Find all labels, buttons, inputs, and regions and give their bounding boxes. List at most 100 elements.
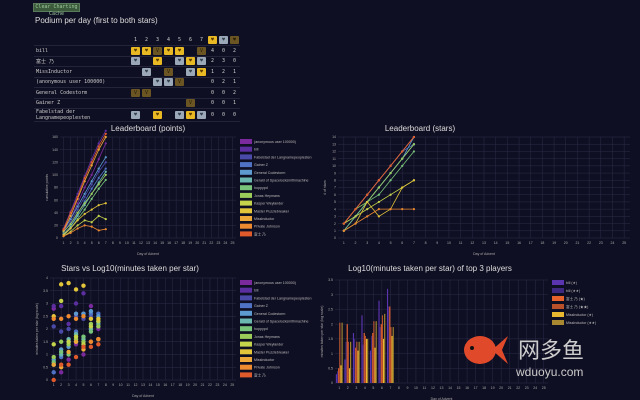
data-point: [97, 148, 100, 151]
y-tick-label: 8: [334, 178, 336, 182]
medal-total: 0: [207, 77, 218, 88]
bar: [371, 335, 373, 383]
silver-medal-icon: ♥: [197, 111, 206, 119]
data-point: [342, 222, 345, 225]
legend-label: 富士 乃 (★): [566, 296, 585, 301]
data-point: [76, 205, 79, 208]
y-tick-label: 40: [54, 211, 58, 215]
data-point: [69, 227, 72, 230]
data-point: [389, 208, 392, 211]
podium-row: General Codestorm V V 0 0 2: [34, 87, 240, 99]
podium-row: Fabelstad der Langnamepeoplesten ♥ ♥ ♥ ♥ ♥ 0 0 0: [34, 108, 240, 122]
day-cell: [196, 98, 207, 109]
legend-label: Fabelstad der Langnamepeoplesten: [254, 155, 312, 159]
x-tick-label: 21: [201, 383, 205, 387]
silver-total-header: ♥: [218, 35, 229, 46]
x-tick-label: 19: [186, 383, 190, 387]
bar: [389, 306, 391, 383]
data-point: [90, 197, 93, 200]
medal-total: 4: [207, 45, 218, 57]
watermark-brand: 网多鱼: [518, 338, 584, 363]
data-point: [76, 224, 79, 227]
player-name: 富士 乃: [34, 56, 130, 67]
data-point: [104, 217, 107, 221]
legend-swatch: [240, 287, 252, 293]
data-point: [97, 187, 100, 190]
legend-swatch: [552, 288, 564, 293]
y-tick-label: 0.5: [328, 366, 333, 370]
y-tick-label: 1: [331, 352, 333, 356]
data-point: [354, 208, 357, 211]
x-tick-label: 24: [223, 241, 227, 245]
x-tick-label: 3: [366, 241, 368, 245]
x-tick-label: 20: [564, 241, 568, 245]
day-cell: [152, 87, 163, 99]
clear-charting-cache-button[interactable]: Clear Charting Cache: [33, 3, 80, 17]
data-point: [104, 167, 107, 170]
x-tick-label: 7: [413, 241, 415, 245]
medal-total: 1: [229, 77, 240, 88]
data-point: [90, 180, 93, 183]
y-axis-label: minutes taken per star (log scale): [35, 303, 39, 355]
y-tick-label: 4: [46, 276, 48, 280]
y-tick-label: 12: [332, 150, 336, 154]
day-cell: ♥: [130, 45, 141, 57]
medal-total: 2: [218, 77, 229, 88]
medal-total: 2: [229, 87, 240, 99]
y-tick-label: 7: [334, 186, 336, 190]
bronze-medal-icon: V: [175, 78, 184, 87]
day-cell: ♥: [130, 108, 141, 122]
x-tick-label: 11: [132, 241, 136, 245]
medal-total: 2: [218, 66, 229, 78]
data-point: [76, 211, 79, 214]
x-tick-label: 19: [491, 386, 495, 390]
y-tick-label: 6: [334, 193, 336, 197]
bar: [375, 321, 377, 383]
data-point: [104, 135, 107, 139]
legend-label: Gainer Z: [254, 163, 269, 167]
scatter-point: [51, 370, 56, 375]
day-cell: ♥: [152, 56, 163, 67]
x-tick-label: 12: [470, 241, 474, 245]
chart-title: Leaderboard (points): [111, 124, 186, 133]
data-point: [104, 156, 107, 159]
day-cell: ♥: [185, 108, 196, 122]
legend-label: bill: [254, 148, 259, 152]
legend-label: Gerald of Spacelocksmithmachine: [254, 179, 309, 183]
x-tick-label: 4: [84, 241, 86, 245]
podium-row: (anonymous user 100000) ♥ ♥ V 0 2 1: [34, 77, 240, 88]
x-tick-label: 16: [517, 241, 521, 245]
day-cell: [152, 98, 163, 109]
data-point: [97, 214, 100, 218]
y-tick-label: 10: [332, 164, 336, 168]
scatter-point: [58, 349, 64, 355]
day-cell: [174, 98, 185, 109]
medal-total: 0: [207, 108, 218, 122]
day-cell: V: [141, 87, 152, 99]
silver-medal-icon: ♥: [142, 67, 151, 76]
y-tick-label: 0.5: [43, 365, 48, 369]
scatter-point: [81, 352, 86, 357]
scatter-point: [66, 314, 71, 319]
legend-swatch: [240, 280, 252, 285]
y-tick-label: 0: [56, 236, 58, 240]
silver-medal-icon: ♥: [175, 57, 184, 66]
x-tick-label: 2: [60, 383, 62, 387]
day-cell: [174, 87, 185, 99]
scatter-point: [51, 354, 56, 360]
x-tick-label: 9: [436, 241, 438, 245]
data-point: [83, 202, 86, 205]
bar: [390, 327, 392, 383]
silver-medal-icon: ♥: [131, 57, 140, 66]
y-tick-label: 0: [46, 378, 48, 382]
x-tick-label: 19: [552, 241, 556, 245]
silver-medal-icon: ♥: [219, 36, 228, 44]
x-tick-label: 16: [163, 383, 167, 387]
legend-swatch: [552, 312, 564, 317]
bronze-medal-icon: V: [153, 46, 162, 55]
legend-label: Private Johnson: [254, 366, 280, 370]
medal-total: 0: [218, 108, 229, 122]
data-point: [83, 212, 86, 216]
bar: [357, 350, 359, 383]
silver-medal-icon: ♥: [175, 111, 184, 119]
